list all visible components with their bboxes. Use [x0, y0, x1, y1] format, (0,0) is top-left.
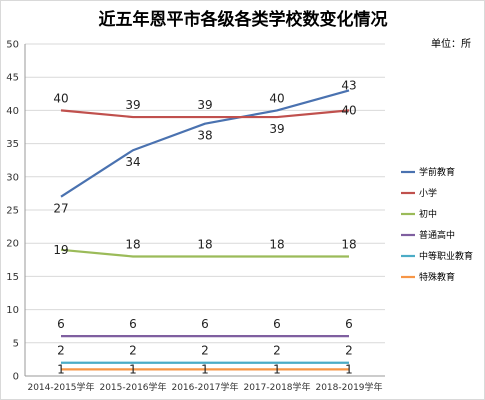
x-tick-label: 2014-2015学年	[27, 381, 94, 393]
legend-label: 中等职业教育	[419, 250, 473, 262]
y-tick-label: 0	[13, 372, 19, 383]
data-label: 39	[125, 98, 140, 112]
data-label: 18	[341, 237, 356, 251]
data-label: 27	[53, 202, 68, 216]
y-tick-label: 40	[6, 106, 19, 117]
data-label: 18	[269, 237, 284, 251]
data-label: 1	[201, 362, 209, 376]
y-tick-label: 35	[6, 139, 19, 150]
data-label: 2	[345, 344, 353, 358]
x-tick-label: 2015-2016学年	[99, 381, 166, 393]
y-tick-label: 30	[6, 172, 19, 183]
data-label: 6	[201, 317, 209, 331]
data-label: 1	[129, 362, 137, 376]
data-label: 1	[345, 362, 353, 376]
y-tick-label: 10	[6, 305, 19, 316]
chart-title: 近五年恩平市各级各类学校数变化情况	[99, 9, 388, 30]
data-label: 18	[125, 237, 140, 251]
data-label: 34	[125, 155, 140, 169]
data-label: 2	[201, 344, 209, 358]
series-line	[60, 248, 349, 258]
legend-label: 特殊教育	[419, 271, 455, 283]
legend-label: 普通高中	[419, 229, 455, 241]
data-label: 18	[197, 237, 212, 251]
data-labels: 27 34 38 40 43 40 39 39 39 40 19 18 18 18 18 6 6 6 6 6 2 2 2 2 2…	[53, 78, 356, 376]
legend-label: 小学	[419, 187, 437, 199]
grid	[25, 43, 385, 377]
y-tick-label: 15	[6, 272, 19, 283]
data-label: 40	[269, 91, 284, 105]
legend-label: 学前教育	[419, 166, 455, 178]
series-line	[60, 89, 350, 198]
y-tick-label: 20	[6, 239, 19, 250]
y-tick-label: 5	[13, 338, 19, 349]
axes: 0 5 10 15 20 25 30 35 40 45 50 2014-2015学年 2015-2016…	[6, 40, 382, 394]
data-label: 43	[341, 78, 356, 92]
data-label: 40	[53, 91, 68, 105]
data-label: 6	[273, 317, 281, 331]
y-tick-label: 25	[6, 206, 19, 217]
data-label: 1	[273, 362, 281, 376]
data-label: 2	[273, 344, 281, 358]
series-lines	[60, 89, 350, 371]
data-label: 38	[197, 129, 212, 143]
x-tick-label: 2016-2017学年	[171, 381, 238, 393]
data-label: 6	[129, 317, 137, 331]
legend-label: 初中	[419, 208, 437, 220]
data-label: 40	[341, 103, 356, 117]
y-tick-label: 50	[6, 40, 19, 51]
data-label: 2	[57, 344, 65, 358]
series-line	[60, 109, 350, 119]
data-label: 39	[269, 122, 284, 136]
unit-label: 单位：所	[431, 37, 471, 50]
data-label: 2	[129, 344, 137, 358]
data-label: 19	[53, 243, 68, 257]
data-label: 6	[345, 317, 353, 331]
y-tick-label: 45	[6, 73, 19, 84]
data-label: 39	[197, 98, 212, 112]
x-tick-label: 2017-2018学年	[243, 381, 310, 393]
data-label: 6	[57, 317, 65, 331]
data-label: 1	[57, 362, 65, 376]
x-tick-label: 2018-2019学年	[315, 381, 382, 393]
